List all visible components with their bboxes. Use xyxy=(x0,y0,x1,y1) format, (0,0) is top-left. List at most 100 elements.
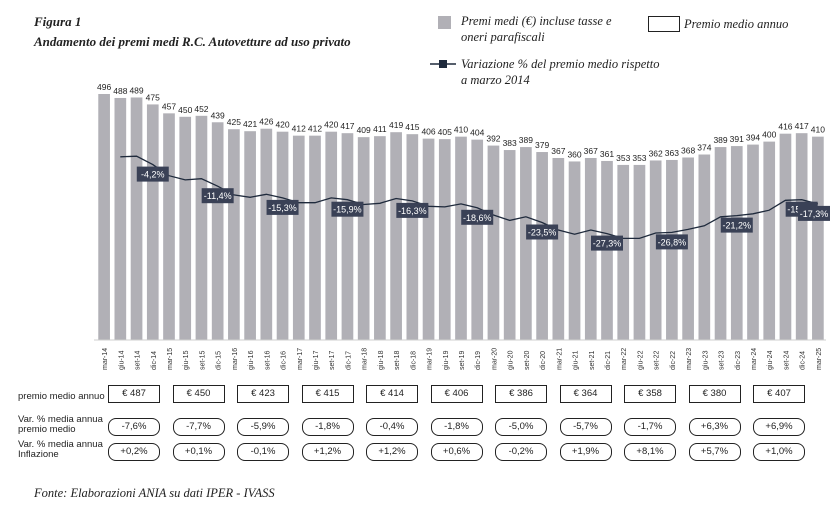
row-label-premio: premio medio annuo xyxy=(18,391,105,402)
bar xyxy=(422,138,435,340)
variation-label: -16,3% xyxy=(398,206,427,216)
x-tick-label: dic-23 xyxy=(735,351,742,370)
bar-value-label: 420 xyxy=(275,120,289,130)
bar xyxy=(568,161,581,340)
x-tick-label: giu-24 xyxy=(767,350,774,370)
bar xyxy=(211,122,224,340)
bar-value-label: 421 xyxy=(243,119,257,129)
variation-label: -26,8% xyxy=(658,237,687,247)
x-tick-label: set-18 xyxy=(394,350,401,370)
premio-cell: € 487 xyxy=(108,385,160,403)
premio-cell: € 364 xyxy=(559,385,612,403)
bar xyxy=(292,135,305,340)
bar-value-label: 452 xyxy=(194,104,208,114)
var-inflazione-cell: -0,2% xyxy=(495,443,547,461)
bar-value-label: 410 xyxy=(811,125,825,135)
x-tick-label: dic-17 xyxy=(345,351,352,370)
bar-value-label: 391 xyxy=(730,134,744,144)
var-premio-cell: -1,7% xyxy=(624,418,676,436)
bar xyxy=(146,104,159,341)
variation-label: -17,3% xyxy=(800,209,829,219)
premio-cell: € 406 xyxy=(430,385,483,403)
bar xyxy=(374,136,386,340)
x-tick-label: set-21 xyxy=(589,350,596,370)
bar-value-label: 368 xyxy=(681,145,695,155)
figure-label: Figura 1 xyxy=(34,14,82,29)
x-tick-label: mar-24 xyxy=(751,348,758,370)
var-premio-cell: +6,9% xyxy=(753,418,805,436)
premio-cell: € 414 xyxy=(366,385,418,403)
var-premio-cell: -1,8% xyxy=(430,418,483,436)
x-tick-label: mar-19 xyxy=(427,348,434,370)
bar xyxy=(260,128,273,340)
bar xyxy=(406,134,419,340)
bar-value-label: 392 xyxy=(486,134,500,144)
variation-label-box xyxy=(655,234,688,250)
premio-cell: € 450 xyxy=(172,385,225,403)
bar xyxy=(714,147,727,340)
x-tick-label: set-24 xyxy=(783,350,790,370)
var-inflazione-cell: +1,9% xyxy=(559,443,612,461)
variation-line xyxy=(120,155,819,240)
bar-value-label: 379 xyxy=(535,140,549,150)
x-tick-label: dic-14 xyxy=(151,351,158,370)
bar-value-label: 360 xyxy=(567,149,581,159)
bar xyxy=(682,157,694,340)
var-premio-cell: -5,0% xyxy=(495,418,547,436)
bar xyxy=(503,150,516,340)
variation-label-box xyxy=(331,201,364,217)
source-note: Fonte: Elaborazioni ANIA su dati IPER - … xyxy=(34,486,275,500)
bar xyxy=(244,131,256,340)
bar-value-label: 394 xyxy=(746,133,760,143)
bar-value-label: 425 xyxy=(227,117,241,127)
x-tick-label: dic-19 xyxy=(475,351,482,370)
bar-value-label: 367 xyxy=(551,146,565,156)
bar-value-label: 457 xyxy=(162,101,176,111)
bar-value-label: 362 xyxy=(649,148,663,158)
bar-value-label: 439 xyxy=(211,110,225,120)
x-tick-label: dic-15 xyxy=(216,351,223,370)
bar-value-label: 406 xyxy=(421,127,435,137)
x-tick-label: giu-20 xyxy=(508,350,515,370)
bar xyxy=(730,146,743,340)
var-inflazione-cell: +1,2% xyxy=(301,443,354,461)
bar-value-label: 416 xyxy=(778,122,792,132)
x-tick-label: mar-17 xyxy=(297,348,304,370)
bar-value-label: 374 xyxy=(697,143,711,153)
bar-value-label: 404 xyxy=(470,128,484,138)
x-tick-label: dic-20 xyxy=(540,351,547,370)
bar xyxy=(114,97,127,340)
bar-value-label: 353 xyxy=(616,153,630,163)
variation-label-box xyxy=(720,217,753,233)
bar xyxy=(179,116,192,340)
legend-bar-swatch xyxy=(438,16,451,29)
bar xyxy=(276,131,289,340)
bar xyxy=(309,135,321,340)
x-tick-label: set-19 xyxy=(459,350,466,370)
legend-box-swatch xyxy=(648,16,680,32)
bar xyxy=(795,133,808,340)
bar xyxy=(520,147,532,340)
x-tick-label: mar-25 xyxy=(816,348,823,370)
var-premio-cell: -0,4% xyxy=(366,418,418,436)
bar-series xyxy=(98,94,824,341)
variation-label: -4,2% xyxy=(141,170,165,180)
bar xyxy=(698,154,711,340)
legend-box-label: Premio medio annuo xyxy=(684,17,789,31)
bar xyxy=(390,132,402,340)
bar xyxy=(584,157,597,340)
bar-value-label: 383 xyxy=(503,138,517,148)
bar-value-label: 475 xyxy=(146,92,160,102)
variation-label-box xyxy=(798,205,830,221)
bar-value-label: 411 xyxy=(373,124,387,134)
bar xyxy=(763,141,776,340)
bar xyxy=(552,157,565,340)
x-tick-label: giu-21 xyxy=(573,350,580,370)
bar xyxy=(98,94,110,340)
x-tick-label: giu-17 xyxy=(313,350,320,370)
bar xyxy=(633,164,646,340)
bar-value-label: 489 xyxy=(129,85,143,95)
bar-value-label: 426 xyxy=(259,117,273,127)
